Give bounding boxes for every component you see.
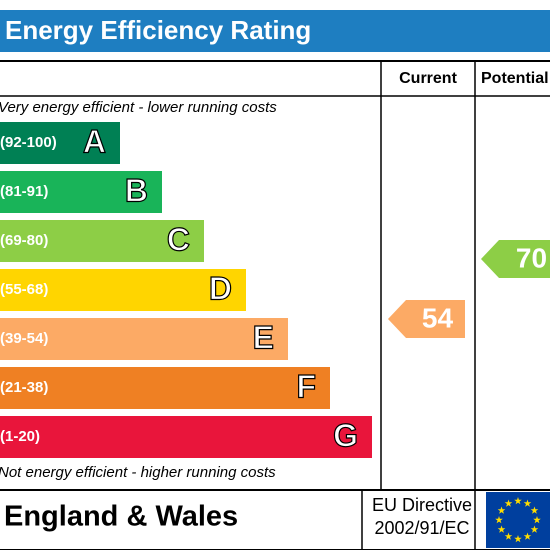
band-bar (0, 318, 288, 360)
region: England & Wales (4, 501, 238, 533)
eu-star (533, 516, 541, 524)
top-note: Very energy efficient - lower running co… (0, 99, 277, 116)
band-letter: C (167, 221, 190, 257)
band-bar (0, 122, 120, 164)
eu-star (504, 499, 513, 507)
column-header: Potential (481, 70, 549, 87)
rating-value: 70 (516, 242, 547, 273)
band-bar (0, 269, 246, 311)
band-range: (55-68) (0, 281, 48, 298)
band-letter: E (253, 319, 274, 355)
directive: 2002/91/EC (374, 518, 469, 538)
eu-star (514, 497, 522, 505)
eu-star (530, 525, 539, 533)
eu-star (523, 532, 532, 540)
eu-star (497, 525, 506, 533)
eu-star (514, 535, 522, 543)
rating-value: 54 (422, 302, 454, 333)
band-letter: A (83, 123, 106, 159)
band-letter: G (333, 417, 358, 453)
band-range: (92-100) (0, 134, 57, 151)
band-bar (0, 171, 162, 213)
eu-star (523, 499, 532, 507)
eu-star (530, 506, 539, 514)
band-range: (69-80) (0, 232, 48, 249)
directive: EU Directive (372, 495, 472, 515)
column-header: Current (399, 70, 457, 87)
title-bar (0, 10, 550, 52)
rating-arrow (481, 240, 550, 278)
band-range: (81-91) (0, 183, 48, 200)
band-letter: D (209, 270, 232, 306)
band-range: (21-38) (0, 379, 48, 396)
title: Energy Efficiency Rating (5, 15, 311, 45)
eu-star (504, 532, 513, 540)
band-bar (0, 220, 204, 262)
rating-arrow (388, 300, 465, 338)
band-range: (1-20) (0, 428, 40, 445)
band-letter: F (296, 368, 316, 404)
band-bar (0, 416, 372, 458)
band-range: (39-54) (0, 330, 48, 347)
eu-star (497, 506, 506, 514)
frame (0, 60, 550, 550)
band-letter: B (125, 172, 148, 208)
band-bar (0, 367, 330, 409)
eu-star (495, 516, 503, 524)
bottom-note: Not energy efficient - higher running co… (0, 464, 276, 481)
